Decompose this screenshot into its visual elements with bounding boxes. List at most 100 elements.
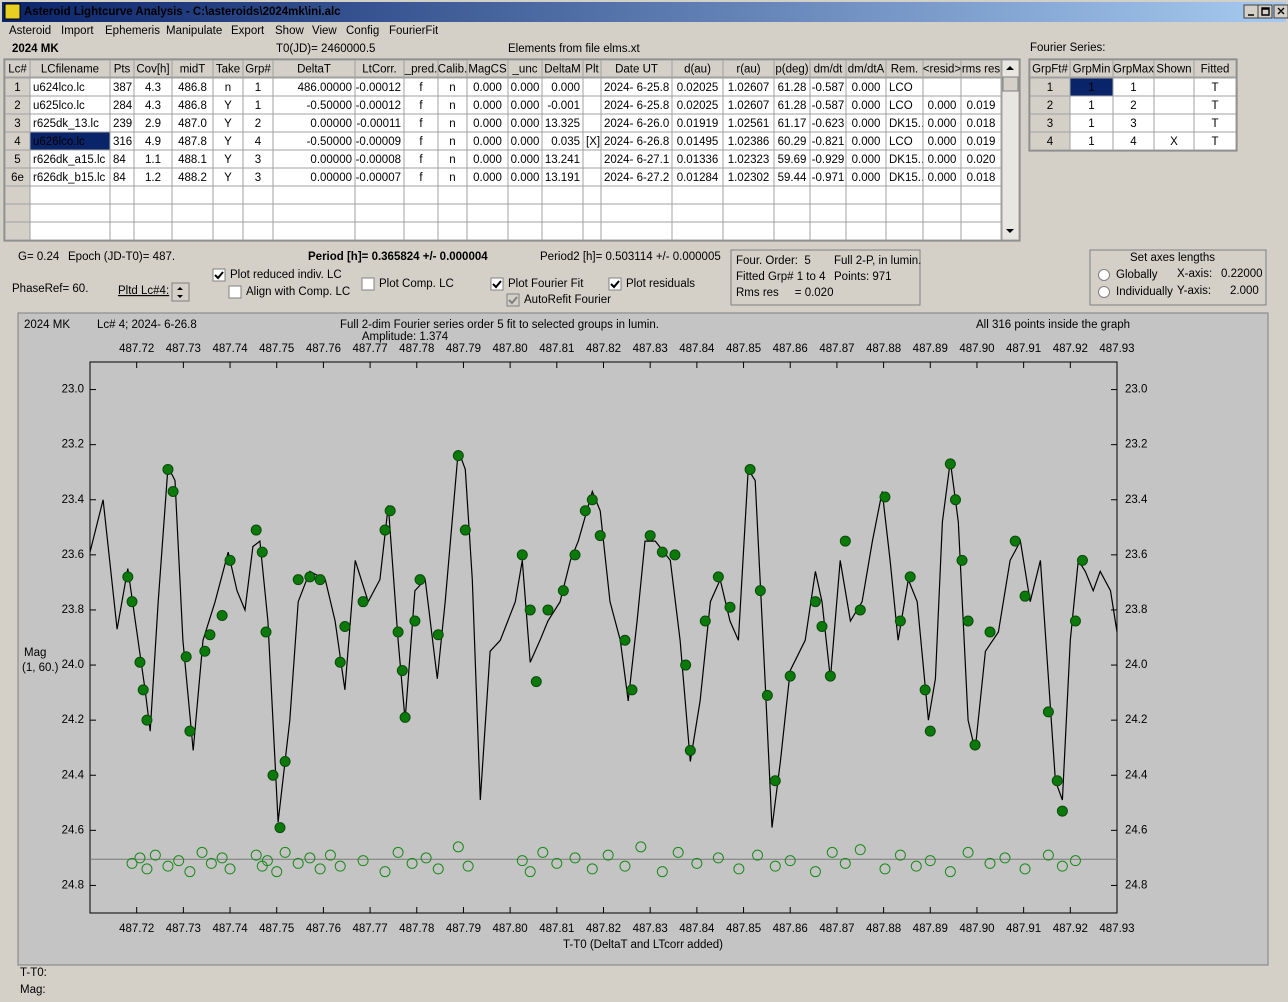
menu-item[interactable]: Ephemeris xyxy=(105,25,160,37)
menu-item[interactable]: Import xyxy=(61,25,94,37)
spin-button[interactable] xyxy=(171,282,190,302)
x-tick-label: 487.79 xyxy=(446,343,481,355)
radio[interactable] xyxy=(1098,269,1110,281)
radio[interactable] xyxy=(1098,286,1110,298)
y-tick-label: 24.2 xyxy=(62,714,84,726)
table-cell xyxy=(722,221,775,241)
table-cell xyxy=(722,185,775,205)
radio-label: Individually xyxy=(1116,286,1173,298)
residual-point xyxy=(379,866,391,878)
cell-text: 486.8 xyxy=(178,100,207,112)
cell-text: 0.000 xyxy=(852,154,881,166)
residual-point xyxy=(314,863,326,875)
residual-point xyxy=(569,852,581,864)
cell-text: 2024- 6-26.8 xyxy=(604,136,669,148)
cell-text: 0.000 xyxy=(852,172,881,184)
x-tick-label: 487.89 xyxy=(913,343,948,355)
cell-text: 1 xyxy=(1047,82,1053,94)
menu-item[interactable]: Asteroid xyxy=(9,25,51,37)
plot-title: Full 2-dim Fourier series order 5 fit to… xyxy=(340,319,659,331)
fit-info: Fitted Grp# 1 to 4 xyxy=(736,271,826,283)
column-header: midT xyxy=(180,64,206,76)
cell-text: 61.17 xyxy=(778,118,807,130)
column-header: dm/dt xyxy=(814,64,844,76)
data-point xyxy=(699,615,711,627)
table-cell xyxy=(242,185,274,205)
scroll-thumb xyxy=(1002,76,1019,92)
y-tick-label: 23.6 xyxy=(1125,549,1147,561)
cell-text: 1.1 xyxy=(145,154,161,166)
data-point xyxy=(1019,590,1031,602)
menu-item[interactable]: Show xyxy=(275,25,304,37)
cell-text: r626dk_b15.lc xyxy=(33,172,105,184)
minimize-button[interactable] xyxy=(1243,4,1259,19)
data-point xyxy=(594,530,606,542)
y-tick-label: 23.0 xyxy=(1125,384,1147,396)
menu-item[interactable]: FourierFit xyxy=(389,25,439,37)
residual-point xyxy=(261,855,273,867)
asteroid-name: 2024 MK xyxy=(12,43,59,55)
cell-text: 0.000 xyxy=(511,136,540,148)
title-bar xyxy=(2,2,1286,22)
axis-label: Y-axis: xyxy=(1177,285,1211,297)
checkbox[interactable] xyxy=(228,285,242,299)
t0: T0(JD)= 2460000.5 xyxy=(276,43,375,55)
y-tick-label: 23.0 xyxy=(62,384,84,396)
fit-info: Four. Order: 5 xyxy=(736,255,811,267)
pltd-link[interactable]: Pltd Lc#4: xyxy=(118,285,169,297)
residual-point xyxy=(944,866,956,878)
cell-text: LCO xyxy=(889,136,913,148)
residual-point xyxy=(173,855,185,867)
checkbox[interactable] xyxy=(212,268,226,282)
table-cell xyxy=(541,203,584,223)
cell-text: 2024- 6-25.8 xyxy=(604,100,669,112)
column-header: Take xyxy=(216,64,240,76)
table-cell xyxy=(1153,77,1195,97)
cell-text: 0.000 xyxy=(473,172,502,184)
data-point xyxy=(962,615,974,627)
table-cell xyxy=(922,185,962,205)
menu-item[interactable]: View xyxy=(312,25,337,37)
data-point xyxy=(409,615,421,627)
axes-box xyxy=(1089,249,1267,306)
y-tick-label: 24.8 xyxy=(1125,879,1147,891)
window-glyphs xyxy=(1248,7,1285,16)
residual-point xyxy=(999,852,1011,864)
column-header: d(au) xyxy=(684,64,711,76)
y-tick-label: 24.0 xyxy=(1125,659,1147,671)
residual-point xyxy=(357,855,369,867)
maximize-button[interactable] xyxy=(1257,4,1273,19)
data-point xyxy=(784,670,796,682)
cell-text: -0.50000 xyxy=(307,100,352,112)
cell-text: -0.00012 xyxy=(356,100,401,112)
cell-text: Y xyxy=(224,100,232,112)
x-tick-label: 487.78 xyxy=(399,923,434,935)
cell-text: 2 xyxy=(1130,100,1136,112)
column-header: Plt xyxy=(585,64,599,76)
cell-text: -0.001 xyxy=(547,100,580,112)
residual-point xyxy=(691,857,703,869)
checkbox[interactable] xyxy=(361,277,375,291)
column-header: DeltaT xyxy=(297,64,331,76)
cell-text: -0.971 xyxy=(812,172,845,184)
data-point xyxy=(399,711,411,723)
checkbox-label: AutoRefit Fourier xyxy=(524,294,611,306)
menu-item[interactable]: Manipulate xyxy=(166,25,222,37)
cell-text: 60.29 xyxy=(778,136,807,148)
column-header: GrpMax xyxy=(1113,64,1154,76)
menu-item[interactable]: Export xyxy=(231,25,265,37)
cell-text: 1.02386 xyxy=(728,136,770,148)
residual-point xyxy=(784,855,796,867)
table-cell xyxy=(437,185,468,205)
cell-text: 0.000 xyxy=(511,154,540,166)
checkbox[interactable] xyxy=(608,277,622,291)
menu-item[interactable]: Config xyxy=(346,25,379,37)
checkbox[interactable] xyxy=(490,277,504,291)
column-header: _pred. xyxy=(404,64,438,76)
residual-point xyxy=(149,849,161,861)
cell-text: 61.28 xyxy=(778,82,807,94)
cell-text: 84 xyxy=(113,154,126,166)
table-cell xyxy=(582,221,602,241)
x-tick-label: 487.83 xyxy=(633,923,668,935)
cell-text: 1.02323 xyxy=(728,154,770,166)
